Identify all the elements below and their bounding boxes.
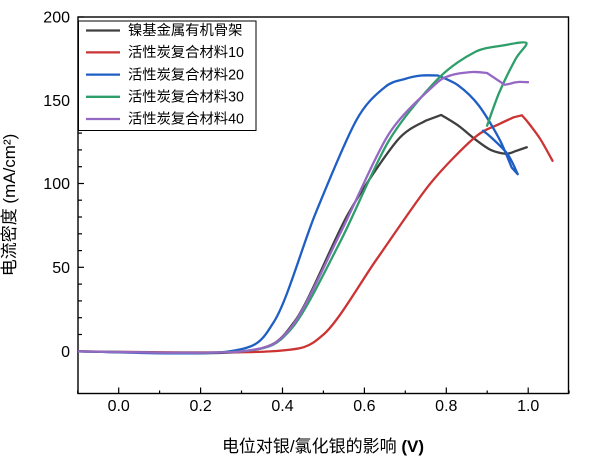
svg-text:0: 0 <box>61 344 70 361</box>
svg-text:50: 50 <box>52 260 70 277</box>
svg-text:电流密度 (mA/cm²): 电流密度 (mA/cm²) <box>0 134 19 277</box>
svg-text:0.2: 0.2 <box>189 398 211 415</box>
svg-text:100: 100 <box>43 176 70 193</box>
svg-text:200: 200 <box>43 10 70 27</box>
svg-text:活性炭复合材料20: 活性炭复合材料20 <box>128 65 244 83</box>
svg-text:150: 150 <box>43 93 70 110</box>
svg-text:0.6: 0.6 <box>353 398 375 415</box>
svg-text:1.0: 1.0 <box>517 398 539 415</box>
svg-text:活性炭复合材料30: 活性炭复合材料30 <box>128 88 244 106</box>
svg-text:活性炭复合材料10: 活性炭复合材料10 <box>128 43 244 61</box>
svg-text:0.0: 0.0 <box>108 398 130 415</box>
svg-text:0.4: 0.4 <box>271 398 293 415</box>
svg-text:镍基金属有机骨架: 镍基金属有机骨架 <box>128 22 242 39</box>
svg-text:电位对银/氯化银的影响 (V): 电位对银/氯化银的影响 (V) <box>222 437 424 456</box>
svg-text:0.8: 0.8 <box>435 398 457 415</box>
svg-text:活性炭复合材料40: 活性炭复合材料40 <box>128 110 244 128</box>
